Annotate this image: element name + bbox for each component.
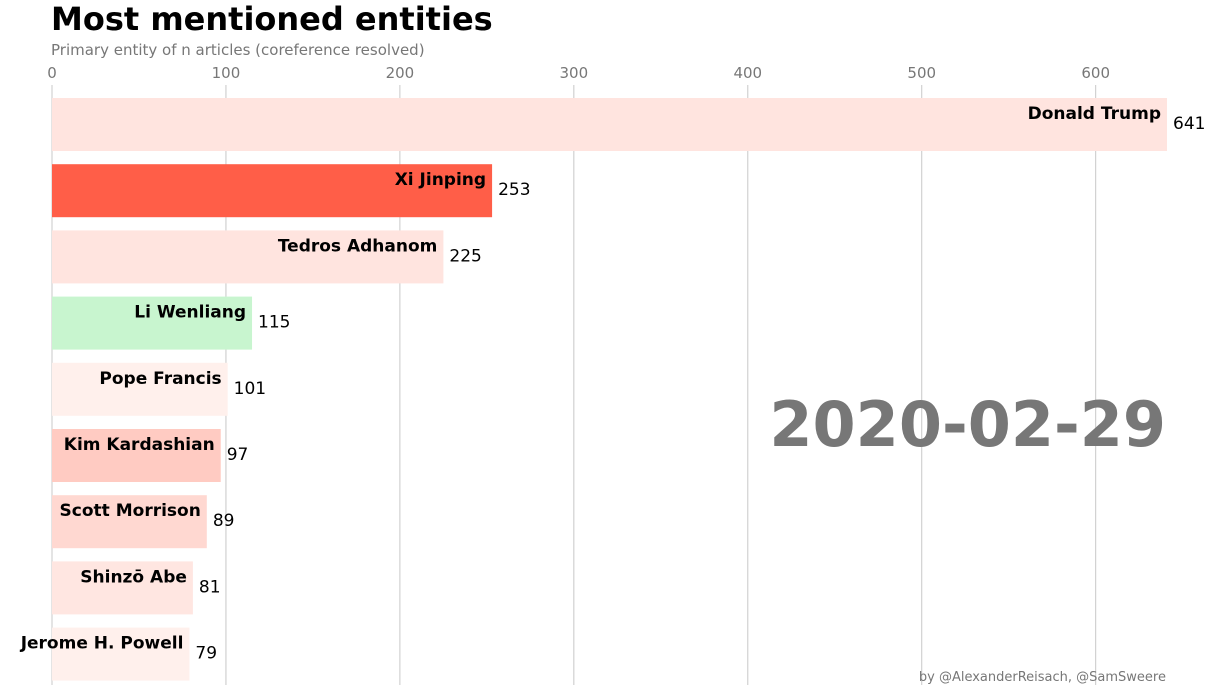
bar-category-label: Kim Kardashian (64, 435, 215, 455)
bar-value-label: 79 (195, 644, 217, 664)
x-tick-label: 400 (733, 64, 762, 82)
bar-category-label: Li Wenliang (134, 303, 246, 323)
date-label: 2020-02-29 (769, 388, 1166, 461)
bar (52, 98, 1167, 151)
bar (52, 296, 253, 350)
bar (52, 362, 228, 416)
x-tick-label: 500 (907, 64, 936, 82)
bar (52, 230, 444, 284)
bar (52, 495, 207, 549)
bar-value-label: 115 (258, 313, 290, 333)
x-tick-label: 300 (560, 64, 589, 82)
credit-text: by @AlexanderReisach, @SamSweere (918, 670, 1166, 685)
bar-value-label: 641 (1173, 114, 1205, 134)
bar (52, 164, 493, 218)
bar-value-label: 97 (227, 445, 249, 465)
bar-value-label: 253 (498, 180, 530, 200)
bar-value-label: 89 (213, 511, 235, 531)
bar-value-label: 225 (449, 246, 481, 266)
x-tick-label: 0 (47, 64, 57, 82)
bar (52, 429, 221, 482)
bar-category-label: Scott Morrison (60, 501, 201, 521)
bar-value-label: 101 (234, 379, 266, 399)
x-tick-label: 600 (1081, 64, 1110, 82)
chart-subtitle: Primary entity of n articles (coreferenc… (51, 41, 425, 59)
x-tick-label: 100 (212, 64, 241, 82)
bar (52, 627, 190, 681)
chart-title: Most mentioned entities (51, 0, 493, 38)
x-tick-label: 200 (386, 64, 415, 82)
bar-category-label: Xi Jinping (395, 170, 486, 190)
bar-category-label: Donald Trump (1028, 104, 1161, 124)
bar-category-label: Pope Francis (99, 369, 221, 389)
bar (52, 561, 193, 615)
bar-category-label: Jerome H. Powell (20, 634, 184, 654)
bar-value-label: 81 (199, 577, 221, 597)
bar-category-label: Shinzō Abe (80, 567, 187, 587)
bar-category-label: Tedros Adhanom (278, 236, 438, 256)
